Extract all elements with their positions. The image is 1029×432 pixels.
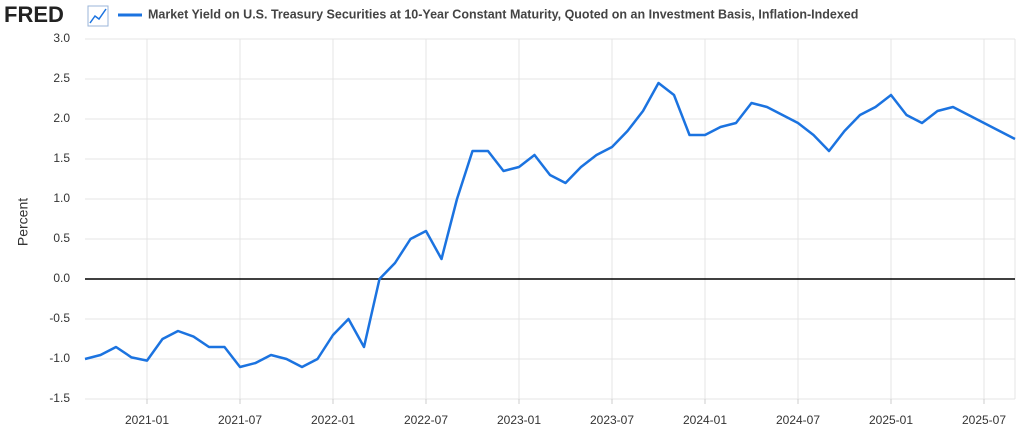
legend-label: Market Yield on U.S. Treasury Securities… — [148, 7, 858, 21]
x-tick-label: 2025-07 — [962, 413, 1006, 427]
y-axis-label: Percent — [15, 198, 31, 246]
y-tick-label: 3.0 — [53, 31, 70, 45]
x-tick-label: 2021-01 — [125, 413, 169, 427]
y-tick-label: -1.5 — [49, 391, 70, 405]
x-tick-label: 2025-01 — [869, 413, 913, 427]
brand-logo: FRED — [4, 2, 64, 27]
y-tick-label: -0.5 — [49, 311, 70, 325]
y-tick-label: -1.0 — [49, 351, 70, 365]
x-tick-label: 2022-01 — [311, 413, 355, 427]
y-tick-label: 2.5 — [53, 71, 70, 85]
y-tick-label: 0.5 — [53, 231, 70, 245]
y-tick-label: 1.0 — [53, 191, 70, 205]
x-tick-label: 2024-07 — [776, 413, 820, 427]
logo-icon — [87, 5, 109, 27]
y-tick-label: 0.0 — [53, 271, 70, 285]
y-tick-label: 1.5 — [53, 151, 70, 165]
x-tick-label: 2023-07 — [590, 413, 634, 427]
x-tick-label: 2023-01 — [497, 413, 541, 427]
x-tick-label: 2022-07 — [404, 413, 448, 427]
x-tick-label: 2024-01 — [683, 413, 727, 427]
series-line — [84, 81, 1016, 369]
y-tick-label: 2.0 — [53, 111, 70, 125]
x-tick-label: 2021-07 — [218, 413, 262, 427]
